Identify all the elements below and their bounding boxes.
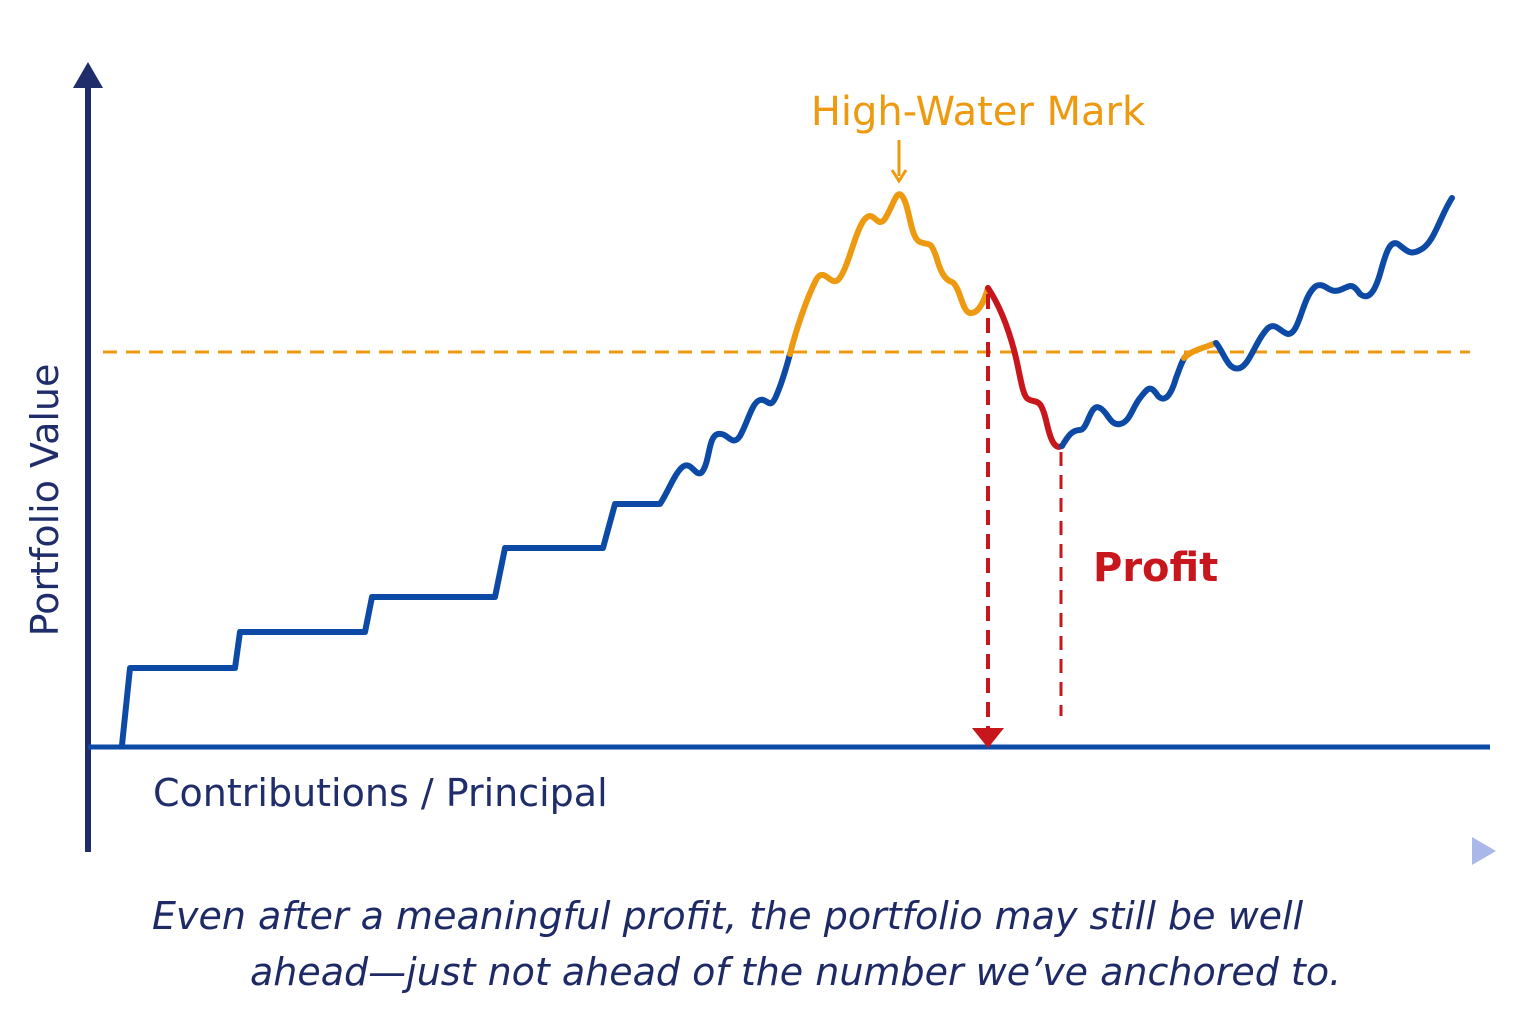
x-axis-arrowhead (1472, 837, 1496, 865)
portfolio-line-recovery (1059, 353, 1189, 449)
portfolio-line-drawdown (985, 285, 1065, 450)
portfolio-line-touch-mark (1181, 340, 1219, 361)
drawdown-arrowhead (972, 728, 1004, 748)
principal-label: Contributions / Principal (153, 771, 608, 815)
portfolio-line-final (1213, 195, 1455, 372)
portfolio-line-above-mark (787, 191, 991, 357)
high-water-mark-label: High-Water Mark (811, 89, 1146, 135)
profit-label: Profit (1093, 545, 1218, 591)
high-water-mark-pointer-head (890, 169, 908, 184)
y-axis-label: Portfolio Value (23, 364, 67, 637)
y-axis-arrowhead (73, 62, 103, 88)
caption-line-2: ahead—just not ahead of the number we’ve… (250, 950, 1342, 994)
portfolio-line-steps (119, 351, 793, 748)
caption-line-1: Even after a meaningful profit, the port… (152, 894, 1304, 938)
